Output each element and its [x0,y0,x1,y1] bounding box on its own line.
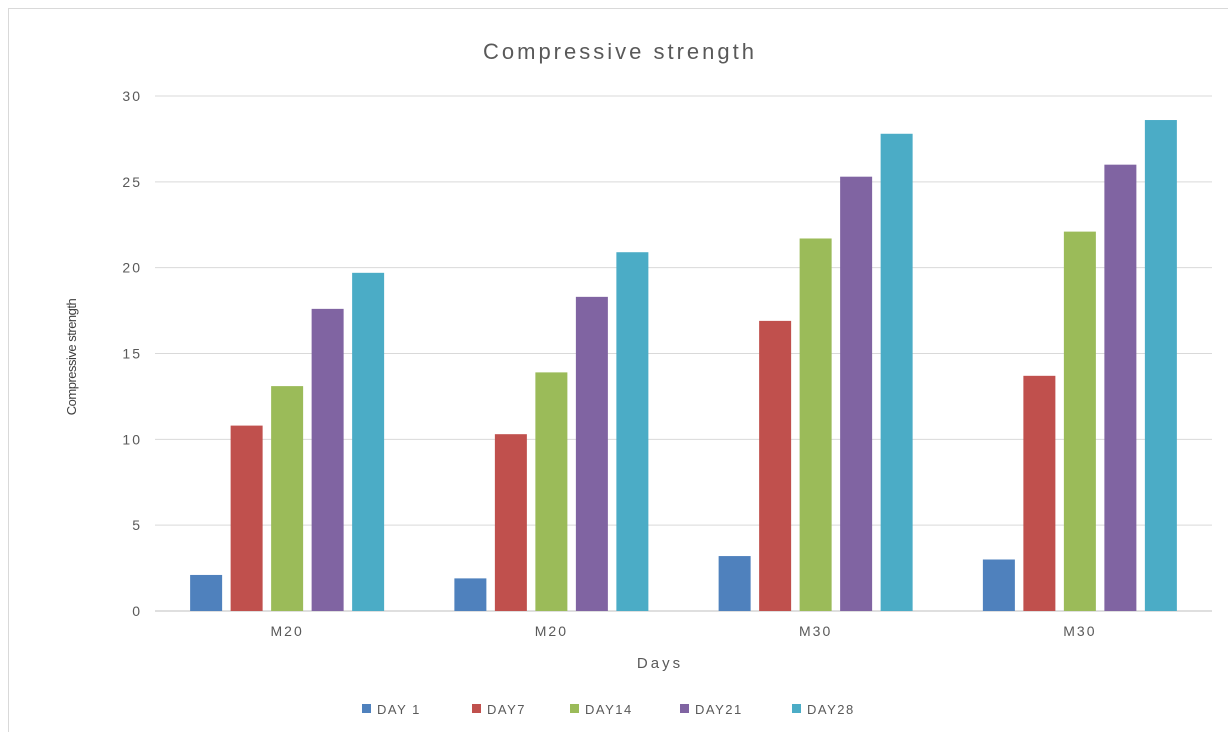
y-tick-label: 30 [122,88,142,104]
bar-day1-2 [454,578,487,611]
legend-swatch [570,704,579,713]
legend-label: DAY14 [585,702,633,717]
bar-day21-1 [311,308,344,611]
x-tick-label: M20 [271,623,304,639]
y-axis-label: Compressive strength [64,299,79,416]
bar-day14-2 [535,372,568,611]
chart-title: Compressive strength [483,39,757,64]
bar-day14-1 [271,386,304,611]
y-axis-ticks: 0 5 10 15 20 25 30 [122,88,142,619]
bars [190,120,1177,612]
bar-day7-1 [230,425,263,611]
legend-item-day14: DAY14 [570,702,633,717]
bar-day28-1 [352,272,385,611]
bar-day21-4 [1104,164,1137,611]
legend-swatch [362,704,371,713]
bar-day7-3 [759,320,792,611]
y-tick-label: 0 [132,603,142,619]
bar-day21-2 [575,296,608,611]
legend-item-day21: DAY21 [680,702,743,717]
legend-item-day28: DAY28 [792,702,855,717]
y-tick-label: 20 [122,260,142,276]
legend-swatch [472,704,481,713]
x-tick-label: M30 [1063,623,1096,639]
x-axis-label: Days [637,655,683,672]
y-tick-label: 10 [122,431,142,447]
legend: DAY 1 DAY7 DAY14 DAY21 DAY28 [362,702,855,717]
legend-label: DAY21 [695,702,743,717]
legend-label: DAY7 [487,702,526,717]
legend-swatch [680,704,689,713]
x-axis-ticks: M20 M20 M30 M30 [271,623,1096,639]
y-tick-label: 15 [122,346,142,362]
legend-label: DAY 1 [377,702,421,717]
y-tick-label: 5 [132,517,142,533]
bar-day7-4 [1023,375,1056,611]
bar-day28-2 [616,252,649,611]
bar-day28-4 [1144,120,1177,612]
bar-day1-4 [982,559,1015,611]
legend-label: DAY28 [807,702,855,717]
y-tick-label: 25 [122,174,142,190]
legend-item-day7: DAY7 [472,702,526,717]
legend-swatch [792,704,801,713]
bar-day28-3 [880,133,913,611]
bar-day1-3 [718,556,751,611]
bar-day7-2 [494,434,527,611]
legend-item-day1: DAY 1 [362,702,421,717]
chart-area [8,8,1228,732]
x-tick-label: M30 [799,623,832,639]
bar-day1-1 [190,574,223,611]
bar-day21-3 [840,176,873,611]
bar-day14-4 [1063,231,1096,611]
bar-day14-3 [799,238,832,611]
x-tick-label: M20 [535,623,568,639]
